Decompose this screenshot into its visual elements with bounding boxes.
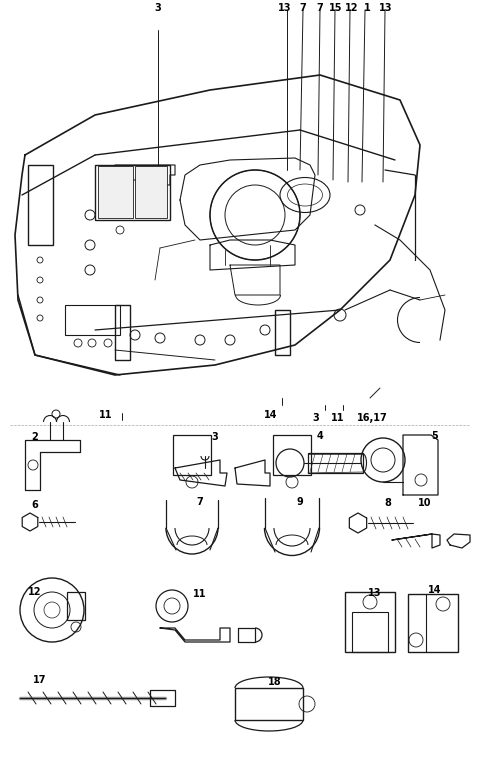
Text: 18: 18 bbox=[268, 677, 282, 687]
Bar bbox=[352, 612, 388, 652]
Text: 8: 8 bbox=[384, 498, 391, 508]
Text: 12: 12 bbox=[345, 3, 359, 13]
Bar bbox=[275, 310, 290, 355]
Bar bbox=[408, 594, 458, 652]
Text: 2: 2 bbox=[32, 432, 38, 442]
Bar bbox=[67, 592, 85, 620]
Text: 15: 15 bbox=[329, 3, 343, 13]
Text: 7: 7 bbox=[300, 3, 306, 13]
Text: 11: 11 bbox=[99, 410, 113, 420]
Text: 14: 14 bbox=[264, 410, 278, 420]
Bar bbox=[28, 165, 53, 245]
Bar bbox=[65, 305, 120, 335]
Bar bbox=[273, 435, 311, 475]
Bar bbox=[345, 592, 395, 652]
Text: 13: 13 bbox=[278, 3, 292, 13]
Bar bbox=[98, 166, 133, 218]
Bar bbox=[308, 453, 363, 473]
Text: 6: 6 bbox=[32, 500, 38, 510]
Text: 10: 10 bbox=[418, 498, 432, 508]
Text: 4: 4 bbox=[317, 431, 324, 441]
Text: 14: 14 bbox=[428, 585, 442, 595]
Text: 11: 11 bbox=[331, 413, 345, 423]
Text: 13: 13 bbox=[379, 3, 393, 13]
Text: 17: 17 bbox=[33, 675, 47, 685]
Text: 7: 7 bbox=[197, 497, 204, 507]
Text: 1: 1 bbox=[364, 3, 371, 13]
Text: 3: 3 bbox=[155, 3, 161, 13]
Text: 7: 7 bbox=[317, 3, 324, 13]
Text: 12: 12 bbox=[28, 587, 42, 597]
Bar bbox=[135, 166, 167, 218]
Text: 5: 5 bbox=[432, 431, 438, 441]
Text: 9: 9 bbox=[297, 497, 303, 507]
Bar bbox=[115, 305, 130, 360]
Text: 3: 3 bbox=[312, 413, 319, 423]
Text: 3: 3 bbox=[212, 432, 218, 442]
Bar bbox=[235, 688, 303, 720]
Bar bbox=[173, 435, 211, 475]
Text: 11: 11 bbox=[193, 589, 207, 599]
Text: 16,17: 16,17 bbox=[357, 413, 387, 423]
Bar bbox=[95, 165, 170, 220]
Text: 13: 13 bbox=[368, 588, 382, 598]
